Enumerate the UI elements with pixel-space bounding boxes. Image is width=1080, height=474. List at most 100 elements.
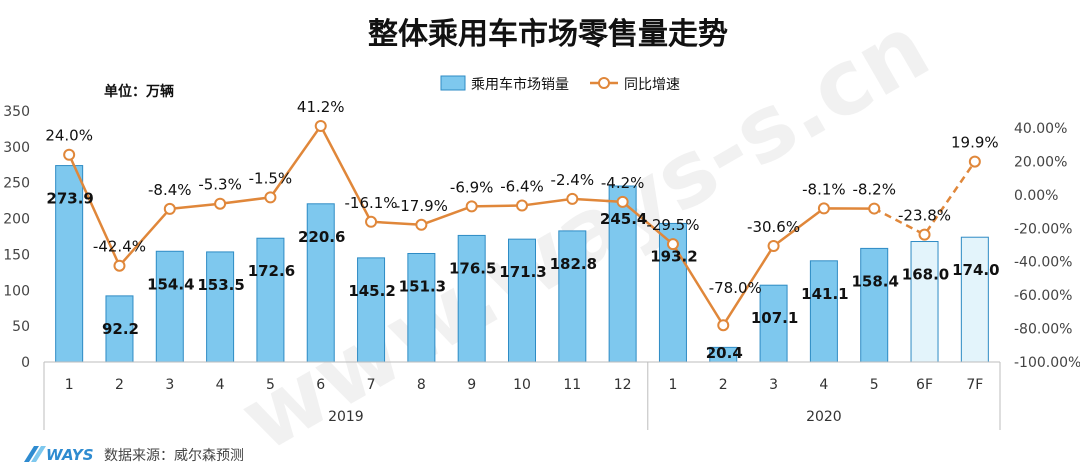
- bar: [508, 238, 536, 363]
- category-label: 5: [266, 377, 275, 393]
- right-tick-label: -80.00%: [1014, 322, 1072, 338]
- logo-mark-icon-accent: [31, 446, 46, 462]
- right-tick-label: -60.00%: [1014, 288, 1072, 304]
- bar-value-label: 154.4: [147, 275, 194, 293]
- growth-point: [616, 195, 629, 208]
- category-label: 3: [165, 377, 174, 393]
- bar: [910, 241, 939, 363]
- growth-value-label: 19.9%: [951, 134, 999, 152]
- legend-bar-swatch: [440, 75, 466, 91]
- growth-value-label: -4.2%: [601, 174, 645, 192]
- left-tick-label: 150: [3, 247, 30, 263]
- left-tick-label: 200: [3, 212, 30, 228]
- growth-point: [264, 191, 277, 204]
- right-tick-label: -40.00%: [1014, 255, 1072, 271]
- growth-value-label: -30.6%: [747, 218, 800, 236]
- bar: [306, 203, 335, 363]
- growth-value-label: -8.2%: [852, 181, 896, 199]
- growth-value-labels: 24.0% -42.4% -8.4% -5.3% -1.5% 41.2% -16.1%-17…: [45, 98, 998, 297]
- bar-value-label: 171.3: [499, 263, 546, 281]
- left-tick-label: 300: [3, 140, 30, 156]
- growth-line-forecast: [873, 160, 976, 237]
- bar-value-label: 174.0: [952, 261, 999, 279]
- year-groups: 2019 2020: [328, 362, 842, 430]
- bar-value-label: 220.6: [298, 228, 345, 246]
- growth-value-label: -78.0%: [709, 279, 762, 297]
- growth-value-label: -8.4%: [148, 181, 192, 199]
- bar-value-label: 141.1: [801, 285, 848, 303]
- bar-value-label: 107.1: [751, 309, 798, 327]
- bar: [960, 236, 989, 363]
- legend-line-label: 同比增速: [624, 77, 680, 93]
- growth-point: [868, 202, 881, 215]
- left-tick-label: 100: [3, 283, 30, 299]
- logo-text: WAYS: [46, 446, 94, 464]
- growth-point: [767, 240, 780, 253]
- bar-value-label: 20.4: [706, 344, 743, 362]
- growth-value-label: 24.0%: [45, 127, 93, 145]
- right-tick-label: 0.00%: [1014, 188, 1058, 204]
- category-label: 10: [513, 377, 531, 393]
- left-tick-label: 50: [12, 319, 30, 335]
- growth-value-label: -6.4%: [500, 178, 544, 196]
- growth-value-label: -6.9%: [450, 178, 494, 196]
- year-group-label: 2020: [806, 409, 842, 425]
- growth-value-label: 41.2%: [297, 98, 345, 116]
- bar: [155, 250, 184, 363]
- bar-value-label: 153.5: [197, 276, 244, 294]
- bar: [457, 234, 486, 363]
- right-tick-label: -20.00%: [1014, 221, 1072, 237]
- footer: WAYS 数据来源：威尔森预测: [24, 446, 244, 464]
- growth-point: [113, 259, 126, 272]
- growth-value-label: -5.3%: [198, 176, 242, 194]
- bar-series: [55, 165, 989, 363]
- growth-point: [918, 228, 931, 241]
- category-label: 2: [115, 377, 124, 393]
- bar: [608, 185, 637, 363]
- category-label: 2: [719, 377, 728, 393]
- bar-value-label: 182.8: [550, 255, 597, 273]
- growth-value-label: -17.9%: [395, 197, 448, 215]
- growth-line-series: [63, 119, 981, 332]
- source-label: 数据来源：威尔森预测: [104, 448, 244, 464]
- growth-point: [163, 202, 176, 215]
- category-label: 9: [467, 377, 476, 393]
- category-label: 3: [769, 377, 778, 393]
- category-label: 1: [668, 377, 677, 393]
- bar-value-label: 158.4: [851, 272, 898, 290]
- right-axis: -100.00% -80.00% -60.00% -40.00% -20.00% 0.00…: [1014, 121, 1080, 371]
- left-axis: 0 50 100 150 200 250 300 350: [3, 104, 30, 371]
- bar: [256, 237, 285, 363]
- category-label: 4: [819, 377, 828, 393]
- legend-bar-label: 乘用车市场销量: [471, 76, 569, 93]
- growth-value-label: -29.5%: [646, 216, 699, 234]
- growth-point: [214, 197, 227, 210]
- chart-title: 整体乘用车市场零售量走势: [368, 17, 728, 52]
- growth-point: [968, 155, 981, 168]
- bar-value-label: 193.2: [650, 247, 697, 265]
- bar: [407, 252, 436, 363]
- growth-point: [566, 192, 579, 205]
- growth-value-label: -2.4%: [551, 171, 595, 189]
- bar: [809, 260, 838, 363]
- growth-value-label: -8.1%: [802, 180, 846, 198]
- right-tick-label: -100.00%: [1014, 355, 1080, 371]
- left-tick-label: 0: [21, 355, 30, 371]
- growth-value-label: -42.4%: [93, 238, 146, 256]
- bar: [860, 247, 889, 363]
- bar-value-label: 273.9: [46, 190, 93, 208]
- category-label: 1: [65, 377, 74, 393]
- right-tick-label: 40.00%: [1014, 121, 1067, 137]
- bar: [55, 165, 84, 363]
- x-axis: [43, 361, 1001, 430]
- growth-point: [465, 200, 478, 213]
- category-label: 8: [417, 377, 426, 393]
- bar: [357, 257, 386, 363]
- category-label: 6F: [916, 377, 933, 393]
- category-label: 6: [316, 377, 325, 393]
- growth-point: [516, 199, 528, 212]
- year-group-label: 2019: [328, 409, 364, 425]
- growth-point: [717, 319, 730, 332]
- right-tick-label: 20.00%: [1014, 154, 1067, 170]
